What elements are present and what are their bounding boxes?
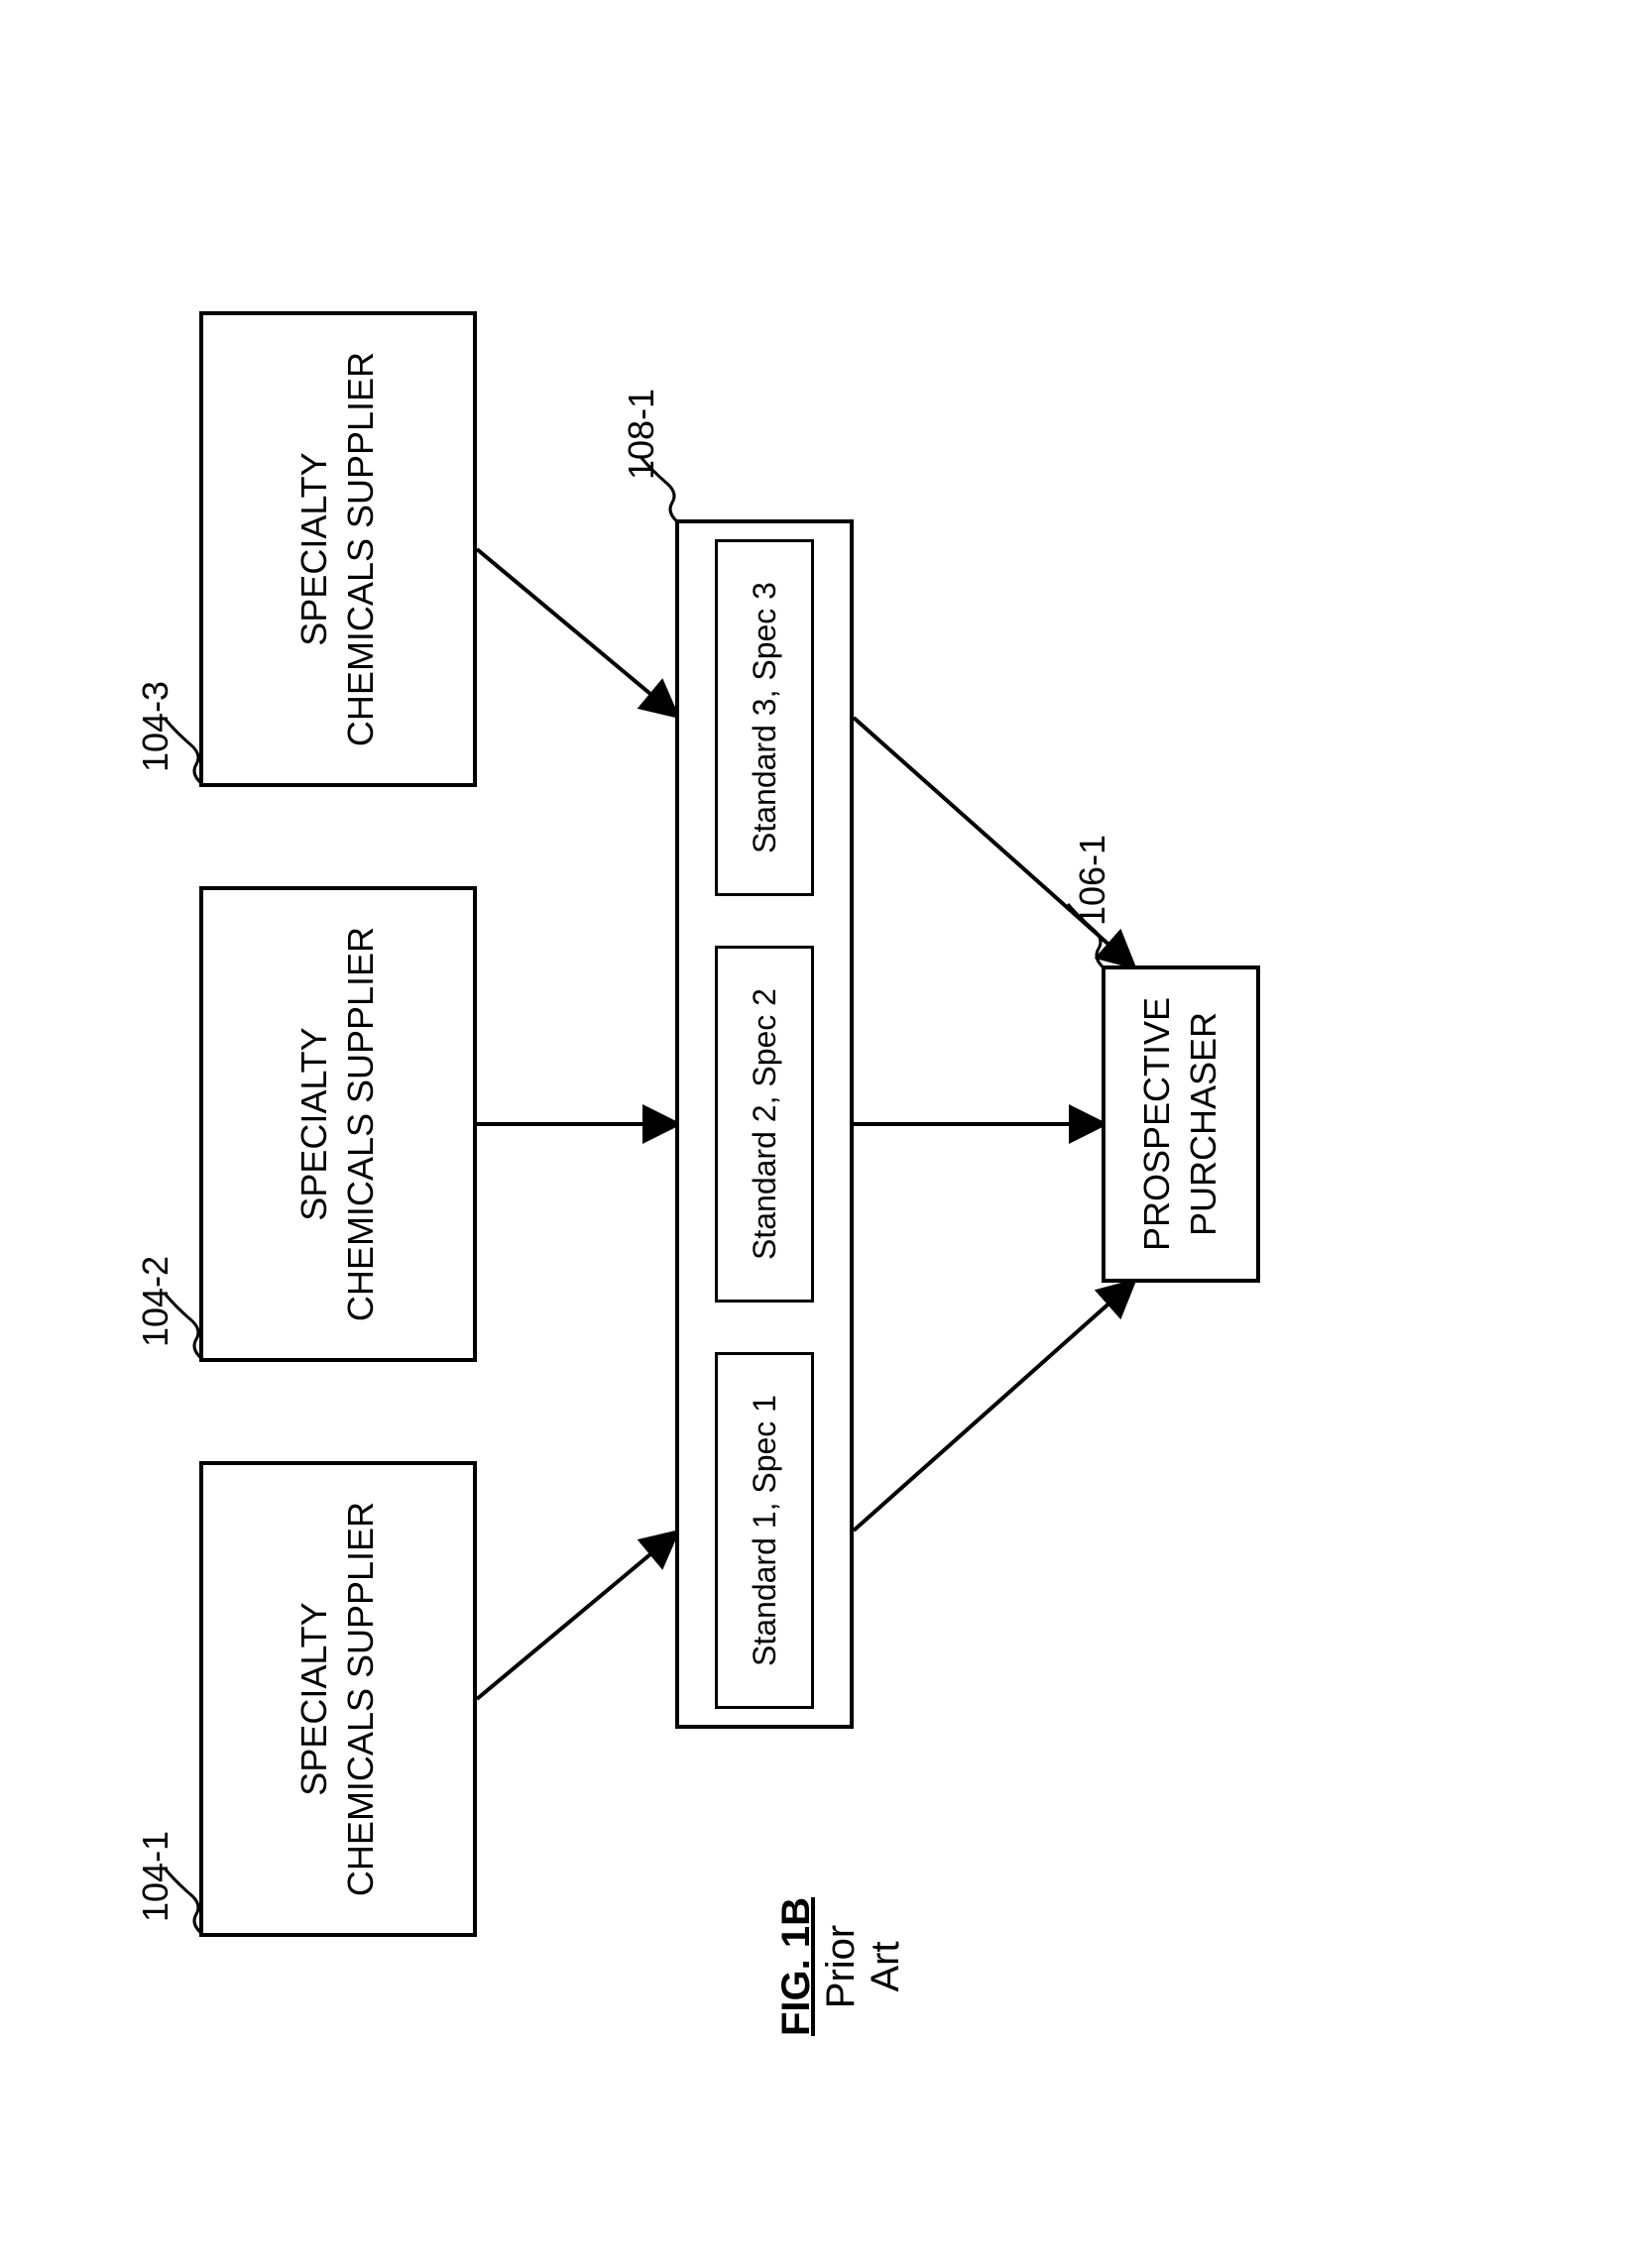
supplier-ref-1: 104-1 <box>135 1831 176 1922</box>
purchaser-ref: 106-1 <box>1072 835 1113 926</box>
figure-label: FIG. 1B Prior Art <box>774 1897 908 2036</box>
spec-container-ref: 108-1 <box>621 389 662 480</box>
supplier-ref-2: 104-2 <box>135 1256 176 1347</box>
supplier-box-2: SPECIALTYCHEMICALS SUPPLIER <box>199 886 477 1362</box>
supplier-ref-3: 104-3 <box>135 681 176 772</box>
purchaser-box: PROSPECTIVEPURCHASER <box>1102 965 1260 1283</box>
arrow-4 <box>854 1284 1131 1531</box>
spec-box-1: Standard 1, Spec 1 <box>715 1352 814 1709</box>
spec-box-2: Standard 2, Spec 2 <box>715 946 814 1303</box>
figure-title: FIG. 1B <box>774 1897 819 2036</box>
spec-box-3: Standard 3, Spec 3 <box>715 539 814 896</box>
figure-sub2: Art <box>864 1897 908 2036</box>
figure-sub1: Prior <box>819 1897 864 2036</box>
diagram-container: FIG. 1B Prior Art SPECIALTYCHEMICALS SUP… <box>120 143 1508 2125</box>
supplier-box-1: SPECIALTYCHEMICALS SUPPLIER <box>199 1461 477 1937</box>
supplier-box-3: SPECIALTYCHEMICALS SUPPLIER <box>199 311 477 787</box>
arrow-1 <box>477 1534 674 1699</box>
arrow-3 <box>477 549 674 714</box>
